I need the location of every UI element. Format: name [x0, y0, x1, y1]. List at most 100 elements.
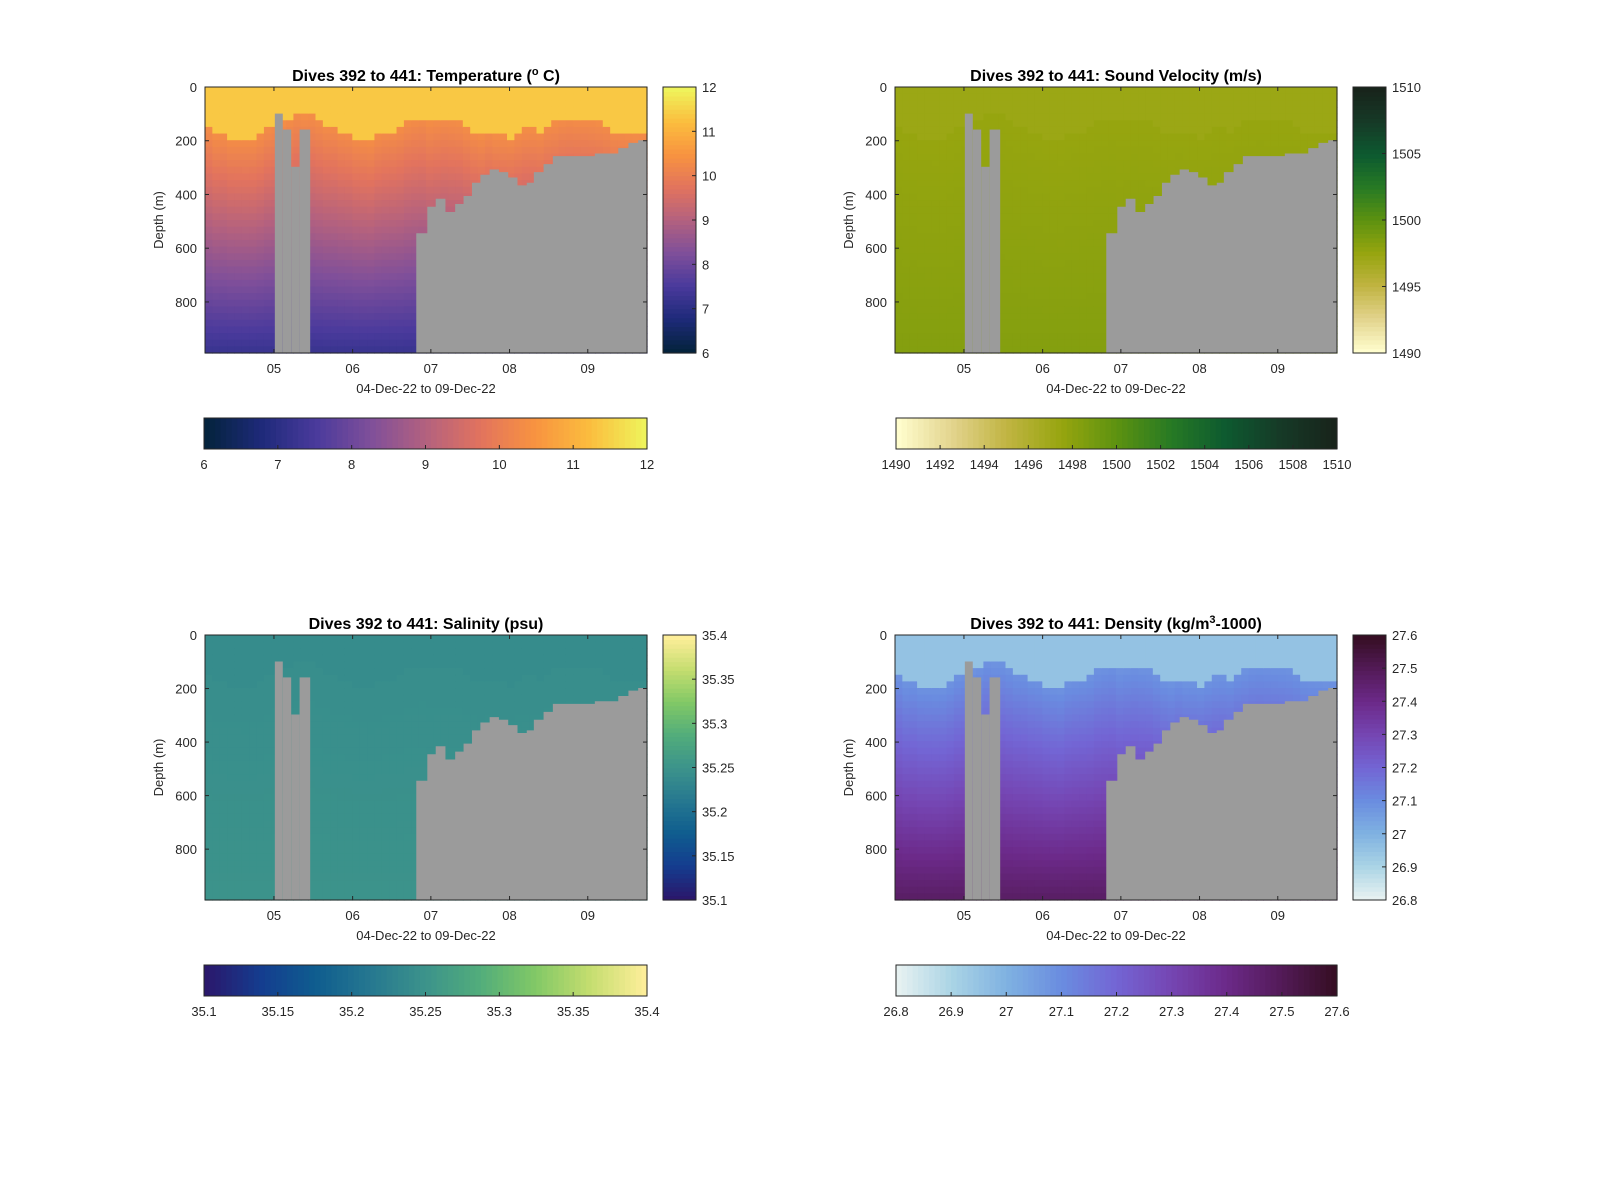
heatmap-cell: [1079, 180, 1088, 188]
heatmap-cell: [953, 306, 962, 314]
heatmap-cell: [1034, 93, 1043, 101]
heatmap-cell: [917, 180, 926, 188]
heatmap-cell: [389, 246, 398, 254]
heatmap-cell: [219, 100, 228, 108]
heatmap-cell: [1005, 120, 1014, 128]
heatmap-cell: [1034, 113, 1043, 121]
heatmap-cell: [1042, 339, 1051, 347]
heatmap-cell: [946, 299, 955, 308]
heatmap-cell: [939, 87, 948, 95]
heatmap-cell: [953, 293, 962, 301]
heatmap-cell: [241, 233, 250, 241]
heatmap-cell: [205, 333, 213, 341]
heatmap-cell: [344, 339, 353, 347]
heatmap-cell: [241, 279, 250, 288]
heatmap-cell: [396, 319, 405, 327]
colorbar-swatch: [663, 180, 696, 186]
heatmap-cell: [315, 239, 324, 248]
heatmap-cell: [352, 246, 361, 254]
heatmap-cell: [337, 200, 346, 208]
heatmap-cell: [249, 186, 258, 194]
heatmap-cell: [902, 193, 911, 201]
heatmap-cell: [1034, 166, 1043, 175]
heatmap-cell: [308, 313, 317, 321]
heatmap-cell: [1189, 87, 1198, 95]
heatmap-cell: [330, 120, 339, 128]
colorbar-swatch: [226, 418, 233, 449]
colorbar-swatch: [663, 131, 696, 137]
heatmap-cell: [1005, 193, 1014, 201]
heatmap-cell: [249, 279, 258, 288]
heatmap-cell: [1020, 286, 1029, 294]
heatmap-cell: [998, 233, 1007, 241]
heatmap-cell: [602, 100, 611, 108]
heatmap-cell: [381, 146, 390, 155]
heatmap-cell: [411, 140, 420, 148]
heatmap-cell: [624, 87, 633, 95]
heatmap-cell: [205, 279, 213, 288]
heatmap-cell: [1079, 206, 1088, 214]
heatmap-cell: [1211, 146, 1220, 155]
heatmap-cell: [580, 106, 589, 115]
heatmap-cell: [484, 113, 493, 121]
heatmap-cell: [470, 166, 479, 175]
heatmap-cell: [359, 299, 368, 308]
heatmap-cell: [1020, 146, 1029, 155]
heatmap-cell: [227, 339, 236, 347]
heatmap-cell: [558, 146, 567, 155]
heatmap-cell: [1034, 246, 1043, 254]
heatmap-cell: [1064, 160, 1073, 168]
heatmap-cell: [610, 146, 619, 155]
heatmap-cell: [403, 206, 412, 214]
heatmap-cell: [1027, 286, 1036, 294]
heatmap-cell: [1093, 166, 1102, 175]
heatmap-cell: [1292, 87, 1301, 95]
heatmap-cell: [1034, 333, 1043, 341]
heatmap-cell: [924, 246, 933, 254]
colorbar-swatch: [419, 418, 427, 449]
heatmap-cell: [205, 313, 213, 321]
heatmap-cell: [256, 100, 265, 108]
heatmap-cell: [337, 120, 346, 128]
heatmap-cell: [344, 226, 353, 234]
heatmap-cell: [344, 206, 353, 214]
heatmap-cell: [227, 186, 236, 194]
heatmap-cell: [939, 326, 948, 334]
heatmap-cell: [1093, 180, 1102, 188]
heatmap-cell: [931, 93, 940, 101]
heatmap-cell: [337, 299, 346, 308]
heatmap-cell: [440, 100, 449, 108]
heatmap-cell: [212, 313, 221, 321]
heatmap-cell: [396, 346, 405, 354]
heatmap-cell: [227, 93, 236, 101]
heatmap-cell: [293, 93, 302, 101]
heatmap-cell: [470, 146, 479, 155]
heatmap-cell: [263, 93, 272, 101]
heatmap-cell: [946, 286, 955, 294]
heatmap-cell: [241, 253, 250, 261]
heatmap-cell: [917, 339, 926, 347]
heatmap-cell: [976, 87, 984, 95]
heatmap-cell: [931, 180, 940, 188]
heatmap-cell: [411, 173, 420, 181]
heatmap-cell: [344, 299, 353, 308]
heatmap-cell: [389, 193, 398, 201]
heatmap-cell: [895, 293, 903, 301]
heatmap-cell: [219, 220, 228, 228]
heatmap-cell: [998, 160, 1007, 168]
heatmap-cell: [1204, 173, 1213, 181]
heatmap-cell: [359, 319, 368, 327]
heatmap-cell: [396, 166, 405, 175]
heatmap-cell: [212, 293, 221, 301]
heatmap-cell: [1086, 259, 1095, 268]
heatmap-cell: [1086, 173, 1095, 181]
heatmap-cell: [227, 233, 236, 241]
heatmap-cell: [1020, 186, 1029, 194]
heatmap-cell: [367, 299, 376, 308]
heatmap-cell: [227, 266, 236, 274]
heatmap-cell: [455, 100, 464, 108]
heatmap-cell: [256, 239, 265, 248]
heatmap-cell: [322, 206, 331, 214]
x-tick-label: 09: [581, 361, 595, 376]
